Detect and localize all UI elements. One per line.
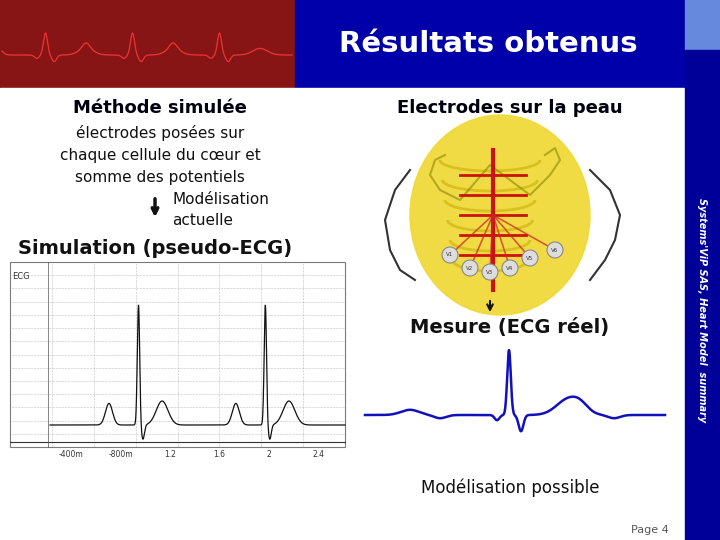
Text: Electrodes sur la peau: Electrodes sur la peau bbox=[397, 99, 623, 117]
Bar bbox=[0, 0, 295, 88]
Bar bbox=[10, 262, 345, 447]
Text: Simulation (pseudo-ECG): Simulation (pseudo-ECG) bbox=[18, 239, 292, 258]
Circle shape bbox=[482, 264, 498, 280]
Circle shape bbox=[522, 250, 538, 266]
Text: ECG: ECG bbox=[12, 272, 30, 281]
Text: 1.2: 1.2 bbox=[164, 450, 176, 459]
Text: -800m: -800m bbox=[108, 450, 132, 459]
Circle shape bbox=[547, 242, 563, 258]
Text: V2: V2 bbox=[467, 266, 474, 271]
Text: Modélisation
actuelle: Modélisation actuelle bbox=[172, 192, 269, 228]
Text: V5: V5 bbox=[526, 255, 534, 260]
Text: électrodes posées sur
chaque cellule du cœur et
somme des potentiels: électrodes posées sur chaque cellule du … bbox=[60, 125, 261, 185]
Circle shape bbox=[442, 247, 458, 263]
Text: Méthode simulée: Méthode simulée bbox=[73, 99, 247, 117]
Bar bbox=[295, 0, 685, 88]
Text: V4: V4 bbox=[506, 266, 513, 271]
Text: 1.6: 1.6 bbox=[214, 450, 225, 459]
Text: Page 4: Page 4 bbox=[631, 525, 669, 535]
Text: V3: V3 bbox=[487, 269, 494, 274]
Text: Modélisation possible: Modélisation possible bbox=[420, 479, 599, 497]
Text: 2: 2 bbox=[266, 450, 271, 459]
Text: Résultats obtenus: Résultats obtenus bbox=[338, 30, 637, 58]
Text: -400m: -400m bbox=[58, 450, 84, 459]
Text: Systems'ViP SAS, Heart Model  summary: Systems'ViP SAS, Heart Model summary bbox=[697, 198, 707, 422]
Text: 2.4: 2.4 bbox=[312, 450, 325, 459]
Text: Mesure (ECG réel): Mesure (ECG réel) bbox=[410, 319, 610, 338]
Text: V6: V6 bbox=[552, 247, 559, 253]
Bar bbox=[0, 88, 685, 540]
Circle shape bbox=[462, 260, 478, 276]
Bar bbox=[685, 50, 720, 540]
Ellipse shape bbox=[410, 115, 590, 315]
Circle shape bbox=[502, 260, 518, 276]
Text: V1: V1 bbox=[446, 253, 454, 258]
Bar bbox=[685, 0, 720, 50]
